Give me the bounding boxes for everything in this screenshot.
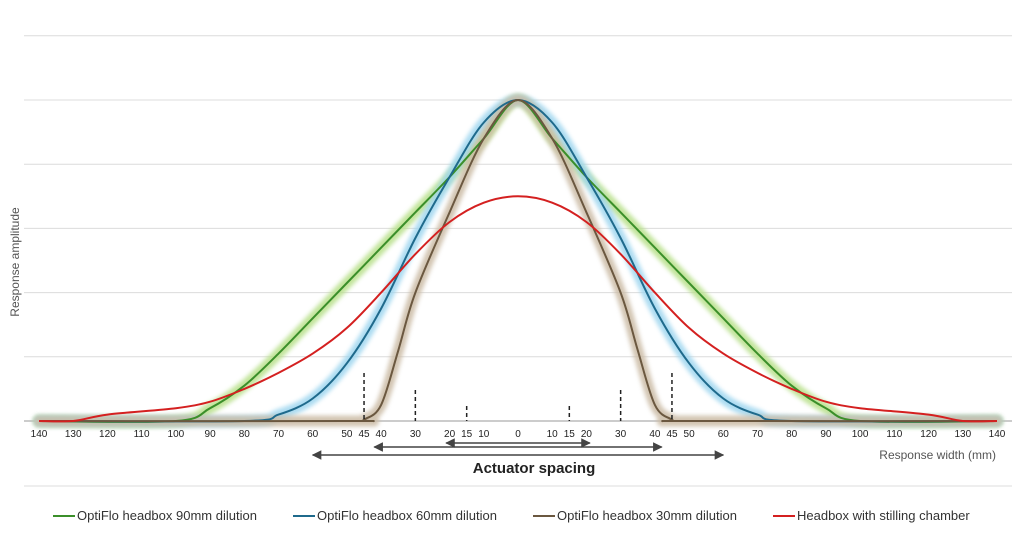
legend-item-90mm: OptiFlo headbox 90mm dilution	[53, 508, 257, 523]
x-tick-label: 45	[666, 429, 678, 440]
x-tick-label: 20	[581, 429, 593, 440]
series-line-0	[38, 99, 998, 423]
series-glows	[33, 94, 1003, 428]
legend-swatch	[773, 514, 795, 517]
x-tick-label: 0	[515, 429, 521, 440]
x-tick-label: 120	[920, 429, 937, 440]
legend-item-30mm: OptiFlo headbox 30mm dilution	[533, 508, 737, 523]
x-tick-label: 80	[239, 429, 251, 440]
spacing-arrows	[311, 438, 725, 460]
series-lines	[38, 99, 998, 423]
series-line-2	[38, 99, 998, 423]
x-axis-label: Response width (mm)	[879, 448, 996, 462]
x-tick-label: 50	[341, 429, 353, 440]
x-tick-label: 10	[478, 429, 490, 440]
series-glow-2	[33, 94, 1003, 427]
x-tick-label: 30	[615, 429, 627, 440]
x-tick-label: 140	[989, 429, 1006, 440]
legend-item-60mm: OptiFlo headbox 60mm dilution	[293, 508, 497, 523]
x-tick-label: 100	[168, 429, 185, 440]
x-tick-label: 10	[547, 429, 559, 440]
legend-swatch	[533, 514, 555, 517]
x-tick-label: 90	[205, 429, 217, 440]
x-tick-label: 120	[99, 429, 116, 440]
legend: OptiFlo headbox 90mm dilution OptiFlo he…	[0, 508, 1024, 530]
legend-swatch	[53, 514, 75, 517]
x-tick-label: 80	[786, 429, 798, 440]
legend-label: Headbox with stilling chamber	[797, 508, 970, 523]
x-tick-label: 70	[273, 429, 285, 440]
series-glow-1	[33, 94, 1003, 427]
actuator-markers	[363, 373, 673, 421]
x-tick-label: 110	[134, 429, 150, 440]
x-tick-label: 100	[852, 429, 869, 440]
x-tick-label: 130	[65, 429, 82, 440]
x-tick-label: 15	[461, 429, 473, 440]
legend-label: OptiFlo headbox 30mm dilution	[557, 508, 737, 523]
x-tick-label: 130	[954, 429, 971, 440]
x-tick-label: 45	[358, 429, 370, 440]
legend-swatch	[293, 514, 315, 517]
x-tick-label: 60	[718, 429, 730, 440]
x-tick-label: 20	[444, 429, 456, 440]
series-glow-0	[33, 94, 1003, 428]
x-tick-label: 90	[820, 429, 832, 440]
y-axis-label: Response amplitude	[8, 207, 22, 317]
actuator-spacing-label: Actuator spacing	[473, 460, 596, 477]
x-tick-label: 110	[886, 429, 902, 440]
legend-label: OptiFlo headbox 90mm dilution	[77, 508, 257, 523]
x-tick-label: 60	[307, 429, 319, 440]
x-tick-label: 40	[649, 429, 661, 440]
legend-label: OptiFlo headbox 60mm dilution	[317, 508, 497, 523]
line-chart: 140 130 120 110 100 90 80 70 60 50 45 40 30 20 15 10 0 10…	[8, 35, 1012, 487]
x-tick-label: 140	[31, 429, 48, 440]
x-tick-label: 50	[684, 429, 696, 440]
legend-item-stilling: Headbox with stilling chamber	[773, 508, 970, 523]
x-tick-label: 15	[564, 429, 576, 440]
series-line-1	[38, 99, 998, 423]
x-tick-label: 30	[410, 429, 422, 440]
series-line-3	[38, 195, 998, 423]
x-tick-labels: 140 130 120 110 100 90 80 70 60 50 45 40 30 20 15 10 0 10…	[31, 429, 1006, 440]
x-tick-label: 70	[752, 429, 764, 440]
x-tick-label: 40	[376, 429, 388, 440]
